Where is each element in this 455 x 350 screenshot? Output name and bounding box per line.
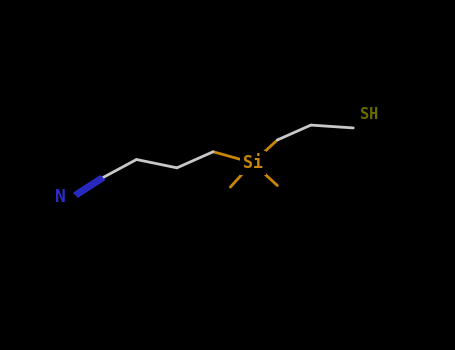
Text: N: N [55,188,66,205]
Text: SH: SH [360,107,379,122]
Text: Si: Si [243,154,263,172]
